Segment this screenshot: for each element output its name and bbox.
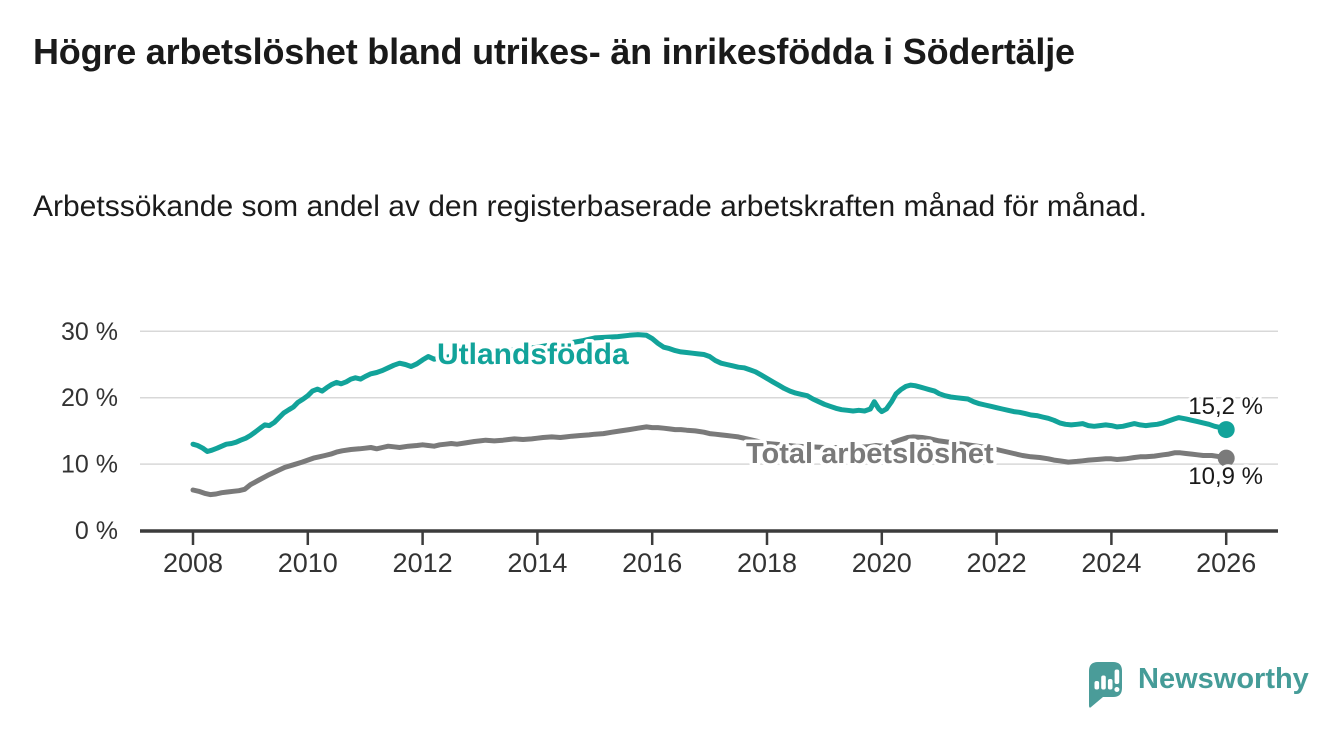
series-line-utlandsfodda <box>190 332 1229 454</box>
series-line-total <box>190 424 1229 498</box>
x-tick-label: 2022 <box>967 548 1027 578</box>
x-tick-label: 2008 <box>163 548 223 578</box>
x-tick-label: 2010 <box>278 548 338 578</box>
y-tick-label: 20 % <box>61 384 118 412</box>
series-end-dot-utlandsfodda <box>1217 421 1235 439</box>
x-tick-label: 2016 <box>622 548 682 578</box>
x-tick-label: 2024 <box>1081 548 1141 578</box>
x-tick-label: 2012 <box>393 548 453 578</box>
x-tick-label: 2020 <box>852 548 912 578</box>
chart-subtitle: Arbetssökande som andel av den registerb… <box>33 190 1147 223</box>
x-tick-label: 2014 <box>507 548 567 578</box>
x-axis <box>140 529 1278 545</box>
series-label-total: Total arbetslöshet <box>746 438 994 470</box>
end-value-label-total: 10,9 % <box>1188 463 1263 490</box>
page-title: Högre arbetslöshet bland utrikes- än inr… <box>33 31 1075 72</box>
end-value-label-utlandsfodda: 15,2 % <box>1188 393 1263 420</box>
brand-name: Newsworthy <box>1138 663 1309 695</box>
y-tick-label: 0 % <box>75 517 118 545</box>
x-tick-label: 2018 <box>737 548 797 578</box>
x-axis-labels: 2008 2010 2012 2014 2016 2018 2020 2022 2024 2026 <box>163 548 1256 578</box>
gridlines <box>140 330 1278 465</box>
series-label-utlandsfodda: Utlandsfödda <box>437 338 629 371</box>
x-tick-label: 2026 <box>1196 548 1256 578</box>
speech-bubble-bar-chart-icon <box>1089 662 1122 708</box>
series-end-dot-total <box>1217 449 1235 467</box>
y-axis-labels: 0 % 10 % 20 % 30 % <box>61 318 118 545</box>
y-tick-label: 10 % <box>61 451 118 479</box>
newsworthy-logo[interactable]: Newsworthy <box>1089 662 1309 708</box>
y-tick-label: 30 % <box>61 318 118 346</box>
